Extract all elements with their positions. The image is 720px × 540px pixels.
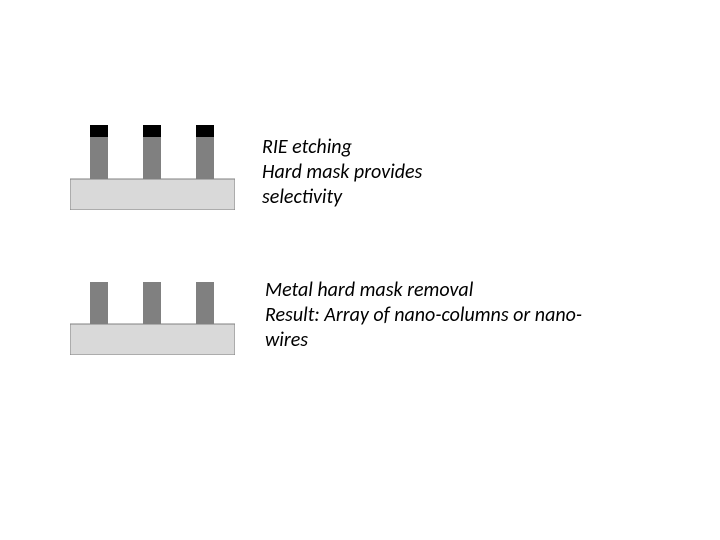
caption-line: Hard mask provides: [262, 160, 682, 185]
caption-line: selectivity: [262, 185, 682, 210]
pillar: [196, 282, 214, 324]
figure-step2: [70, 260, 235, 355]
caption-line: RIE etching: [262, 135, 682, 160]
nanopillar-svg-step1: [70, 115, 235, 210]
pillar: [143, 137, 161, 179]
caption-line: wires: [265, 328, 685, 353]
nanopillar-svg-step2: [70, 260, 235, 355]
hard-mask-cap: [143, 125, 161, 137]
caption-line: Result: Array of nano-columns or nano-: [265, 303, 685, 328]
hard-mask-cap: [196, 125, 214, 137]
pillar: [90, 282, 108, 324]
caption-line: Metal hard mask removal: [265, 278, 685, 303]
figure-step1: [70, 115, 235, 210]
hard-mask-cap: [90, 125, 108, 137]
diagram-stage: RIE etching Hard mask provides selectivi…: [0, 0, 720, 540]
caption-step1: RIE etching Hard mask provides selectivi…: [262, 135, 682, 210]
caption-step2: Metal hard mask removal Result: Array of…: [265, 278, 685, 353]
pillar: [143, 282, 161, 324]
pillar: [90, 137, 108, 179]
substrate: [70, 324, 235, 355]
pillar: [196, 137, 214, 179]
substrate: [70, 179, 235, 210]
